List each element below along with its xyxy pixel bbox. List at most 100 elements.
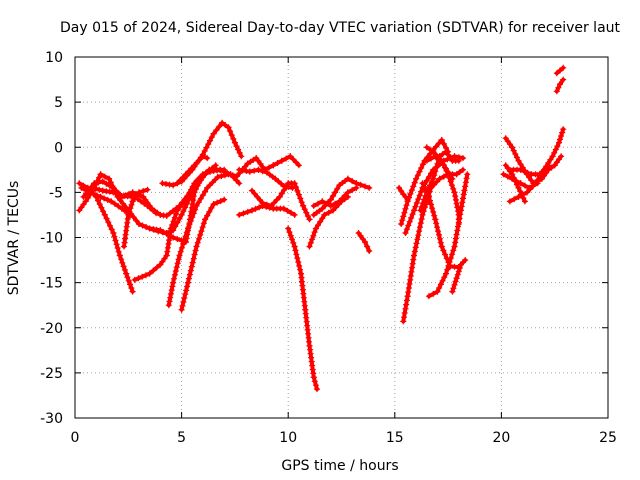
data-point [312,382,319,389]
series-arc-16 [249,180,313,223]
y-tick-label: -20 [40,321,63,337]
data-point [294,187,301,194]
data-point [427,197,433,204]
data-point [150,267,157,274]
data-point [210,130,217,137]
data-point [194,159,201,166]
data-point [227,128,234,135]
data-point [401,209,408,216]
data-point [182,171,189,178]
data-point [128,201,135,208]
data-point [310,232,317,239]
data-point [82,198,89,205]
data-point [325,199,331,206]
data-point [413,199,420,206]
x-axis-label: GPS time / hours [281,458,398,474]
grid-lines [75,57,608,418]
data-point [155,228,162,235]
data-point [84,195,91,201]
data-point [444,266,451,273]
data-point [246,168,253,175]
data-point [218,173,225,180]
data-point [180,299,187,305]
data-point [187,218,194,224]
data-point [290,156,297,163]
data-point [189,259,196,266]
data-point [517,161,524,168]
data-point [460,191,467,198]
data-point [201,148,208,154]
data-point [453,275,460,282]
data-point [113,190,120,197]
data-point [130,214,137,221]
data-point [185,275,192,282]
data-point [229,172,236,179]
data-point [411,179,418,186]
data-point [404,198,411,205]
data-point [173,264,180,271]
data-point [315,200,321,207]
data-point [126,208,133,215]
data-point [197,195,204,202]
data-point [204,212,211,219]
data-point [441,274,448,281]
data-point [190,210,197,217]
data-point [92,185,99,192]
data-point [433,220,440,227]
series-arc-21 [355,230,373,254]
data-point [280,205,287,212]
data-point [202,216,209,223]
data-point [419,211,426,218]
data-point [403,202,410,209]
data-point [464,171,471,178]
series-arc-15 [234,153,302,180]
data-point [441,164,448,171]
data-point [506,198,513,205]
data-point [191,251,198,258]
data-point [90,190,97,197]
data-point [512,151,519,157]
data-point [136,192,143,199]
data-point [428,155,434,162]
data-point [515,157,522,164]
data-point [128,285,135,291]
data-point [143,224,150,230]
data-point [452,239,459,246]
data-point [182,204,189,211]
data-point [400,213,407,220]
data-point [180,240,187,247]
data-point [430,175,437,182]
data-point [116,252,123,259]
data-point [408,268,415,275]
data-point [95,197,101,204]
data-point [288,209,294,216]
data-point [214,199,221,206]
data-point [330,207,336,214]
data-point [445,171,452,178]
data-point [174,236,181,242]
data-point [125,211,132,218]
data-point [411,207,417,214]
data-point [413,175,420,182]
data-point [216,123,223,130]
data-point [548,164,555,171]
data-point [261,166,268,173]
data-point [344,175,351,182]
data-point [443,270,449,277]
data-point [101,173,108,180]
data-point [94,192,100,199]
data-point [425,193,432,200]
data-point [295,259,302,265]
data-point [112,237,119,244]
data-point [439,277,446,284]
data-point [199,192,206,199]
data-point [184,283,191,290]
data-point [440,161,447,168]
data-point [221,196,228,203]
data-point [230,135,237,142]
data-point [306,243,313,250]
data-point [414,172,421,179]
data-point [353,180,360,187]
data-point [448,182,455,189]
data-point [536,171,543,178]
